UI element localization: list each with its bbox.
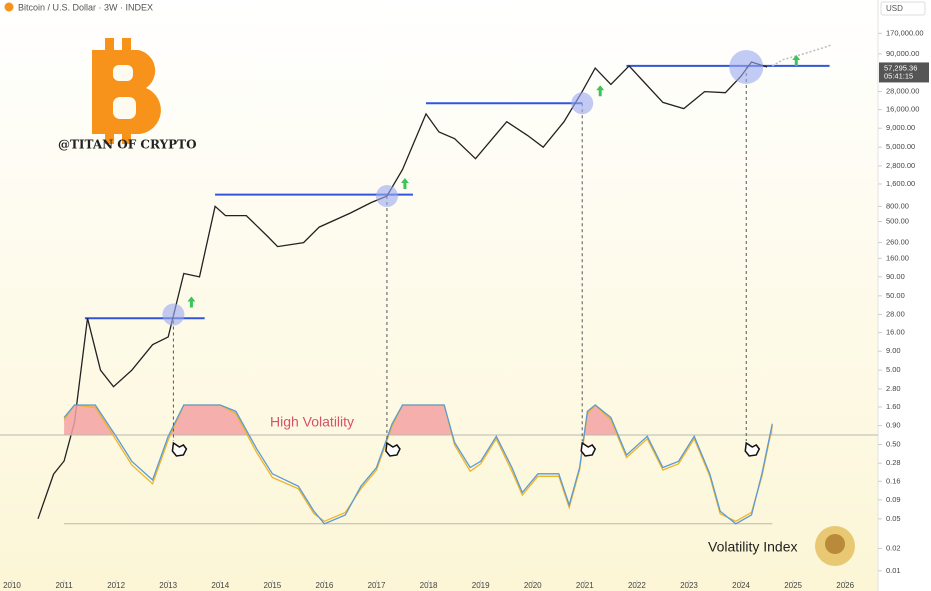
logo-stub bbox=[122, 131, 131, 144]
last-price-box bbox=[879, 62, 929, 83]
price-line bbox=[771, 43, 833, 67]
y-tick-label: 0.05 bbox=[886, 514, 901, 523]
indicator-title: Volatility Index bbox=[708, 539, 798, 555]
x-tick-label: 2026 bbox=[836, 581, 854, 590]
y-tick-label: 0.90 bbox=[886, 421, 901, 430]
green-arrow bbox=[596, 85, 605, 97]
y-tick-label: 260.00 bbox=[886, 238, 909, 247]
x-tick-label: 2024 bbox=[732, 581, 750, 590]
y-tick-label: 16,000.00 bbox=[886, 105, 919, 114]
chart-title: Bitcoin / U.S. Dollar · 3W · INDEX bbox=[18, 2, 153, 12]
x-tick-label: 2017 bbox=[368, 581, 386, 590]
y-tick-label: 0.50 bbox=[886, 439, 901, 448]
annotation: High Volatility bbox=[270, 414, 354, 430]
x-tick-label: 2012 bbox=[107, 581, 125, 590]
x-tick-label: 2023 bbox=[680, 581, 698, 590]
currency-box[interactable] bbox=[880, 1, 926, 16]
x-tick-label: 2025 bbox=[784, 581, 802, 590]
symbol-icon bbox=[4, 2, 14, 12]
countdown: 05:41:15 bbox=[884, 71, 913, 80]
x-tick-label: 2010 bbox=[3, 581, 21, 590]
breakout-circle bbox=[571, 92, 594, 115]
y-tick-label: 0.01 bbox=[886, 566, 901, 575]
y-tick-label: 1,600.00 bbox=[886, 179, 915, 188]
breakout-circle bbox=[162, 303, 185, 326]
x-tick-label: 2011 bbox=[55, 581, 73, 590]
logo-hole bbox=[113, 97, 136, 119]
watermark: @TITAN OF CRYPTO bbox=[58, 138, 197, 152]
breakout-circle bbox=[375, 185, 398, 208]
y-tick-label: 160.00 bbox=[886, 253, 909, 262]
x-tick-label: 2022 bbox=[628, 581, 646, 590]
bitcoin-logo bbox=[92, 38, 161, 144]
high-volatility-area bbox=[64, 405, 773, 435]
y-tick-label: 90,000.00 bbox=[886, 49, 919, 58]
y-tick-label: 170,000.00 bbox=[886, 28, 924, 37]
hand-icon bbox=[580, 441, 597, 457]
logo-b bbox=[92, 50, 161, 134]
logo-hole bbox=[113, 65, 133, 81]
y-tick-label: 5.00 bbox=[886, 365, 901, 374]
green-arrow bbox=[400, 178, 409, 190]
last-price-label: 57,295.36 bbox=[884, 63, 917, 72]
y-tick-label: 16.00 bbox=[886, 328, 905, 337]
y-tick-label: 28,000.00 bbox=[886, 87, 919, 96]
y-tick-label: 9,000.00 bbox=[886, 123, 915, 132]
y-tick-label: 50.00 bbox=[886, 291, 905, 300]
y-tick-label: 5,000.00 bbox=[886, 142, 915, 151]
x-tick-label: 2013 bbox=[159, 581, 177, 590]
y-tick-label: 28.00 bbox=[886, 310, 905, 319]
x-tick-label: 2020 bbox=[524, 581, 542, 590]
avatar-face bbox=[825, 534, 845, 554]
y-tick-label: 800.00 bbox=[886, 201, 909, 210]
logo-stub bbox=[122, 38, 131, 52]
price-axis-panel bbox=[878, 0, 931, 591]
y-tick-label: 0.02 bbox=[886, 543, 901, 552]
y-tick-label: 0.16 bbox=[886, 476, 901, 485]
y-tick-label: 2,800.00 bbox=[886, 161, 915, 170]
x-tick-label: 2016 bbox=[316, 581, 334, 590]
y-tick-label: 9.00 bbox=[886, 346, 901, 355]
green-arrow bbox=[792, 54, 801, 66]
y-tick-label: 1.60 bbox=[886, 402, 901, 411]
logo-stub bbox=[105, 131, 114, 144]
x-tick-label: 2019 bbox=[472, 581, 490, 590]
y-tick-label: 2.80 bbox=[886, 384, 901, 393]
x-tick-label: 2021 bbox=[576, 581, 594, 590]
y-tick-label: 90.00 bbox=[886, 272, 905, 281]
x-tick-label: 2014 bbox=[211, 581, 229, 590]
breakout-circle bbox=[729, 49, 764, 84]
x-tick-label: 2018 bbox=[420, 581, 438, 590]
hand-icon bbox=[744, 441, 761, 457]
green-arrow bbox=[187, 296, 196, 308]
currency: USD bbox=[886, 4, 903, 13]
x-tick-label: 2015 bbox=[263, 581, 281, 590]
y-tick-label: 500.00 bbox=[886, 216, 909, 225]
volatility-line bbox=[63, 404, 773, 525]
avatar bbox=[815, 526, 855, 566]
hand-icon bbox=[385, 441, 401, 457]
logo-stub bbox=[105, 38, 114, 52]
hand-icon bbox=[171, 441, 188, 457]
y-tick-label: 0.09 bbox=[886, 495, 901, 504]
y-tick-label: 0.28 bbox=[886, 458, 901, 467]
